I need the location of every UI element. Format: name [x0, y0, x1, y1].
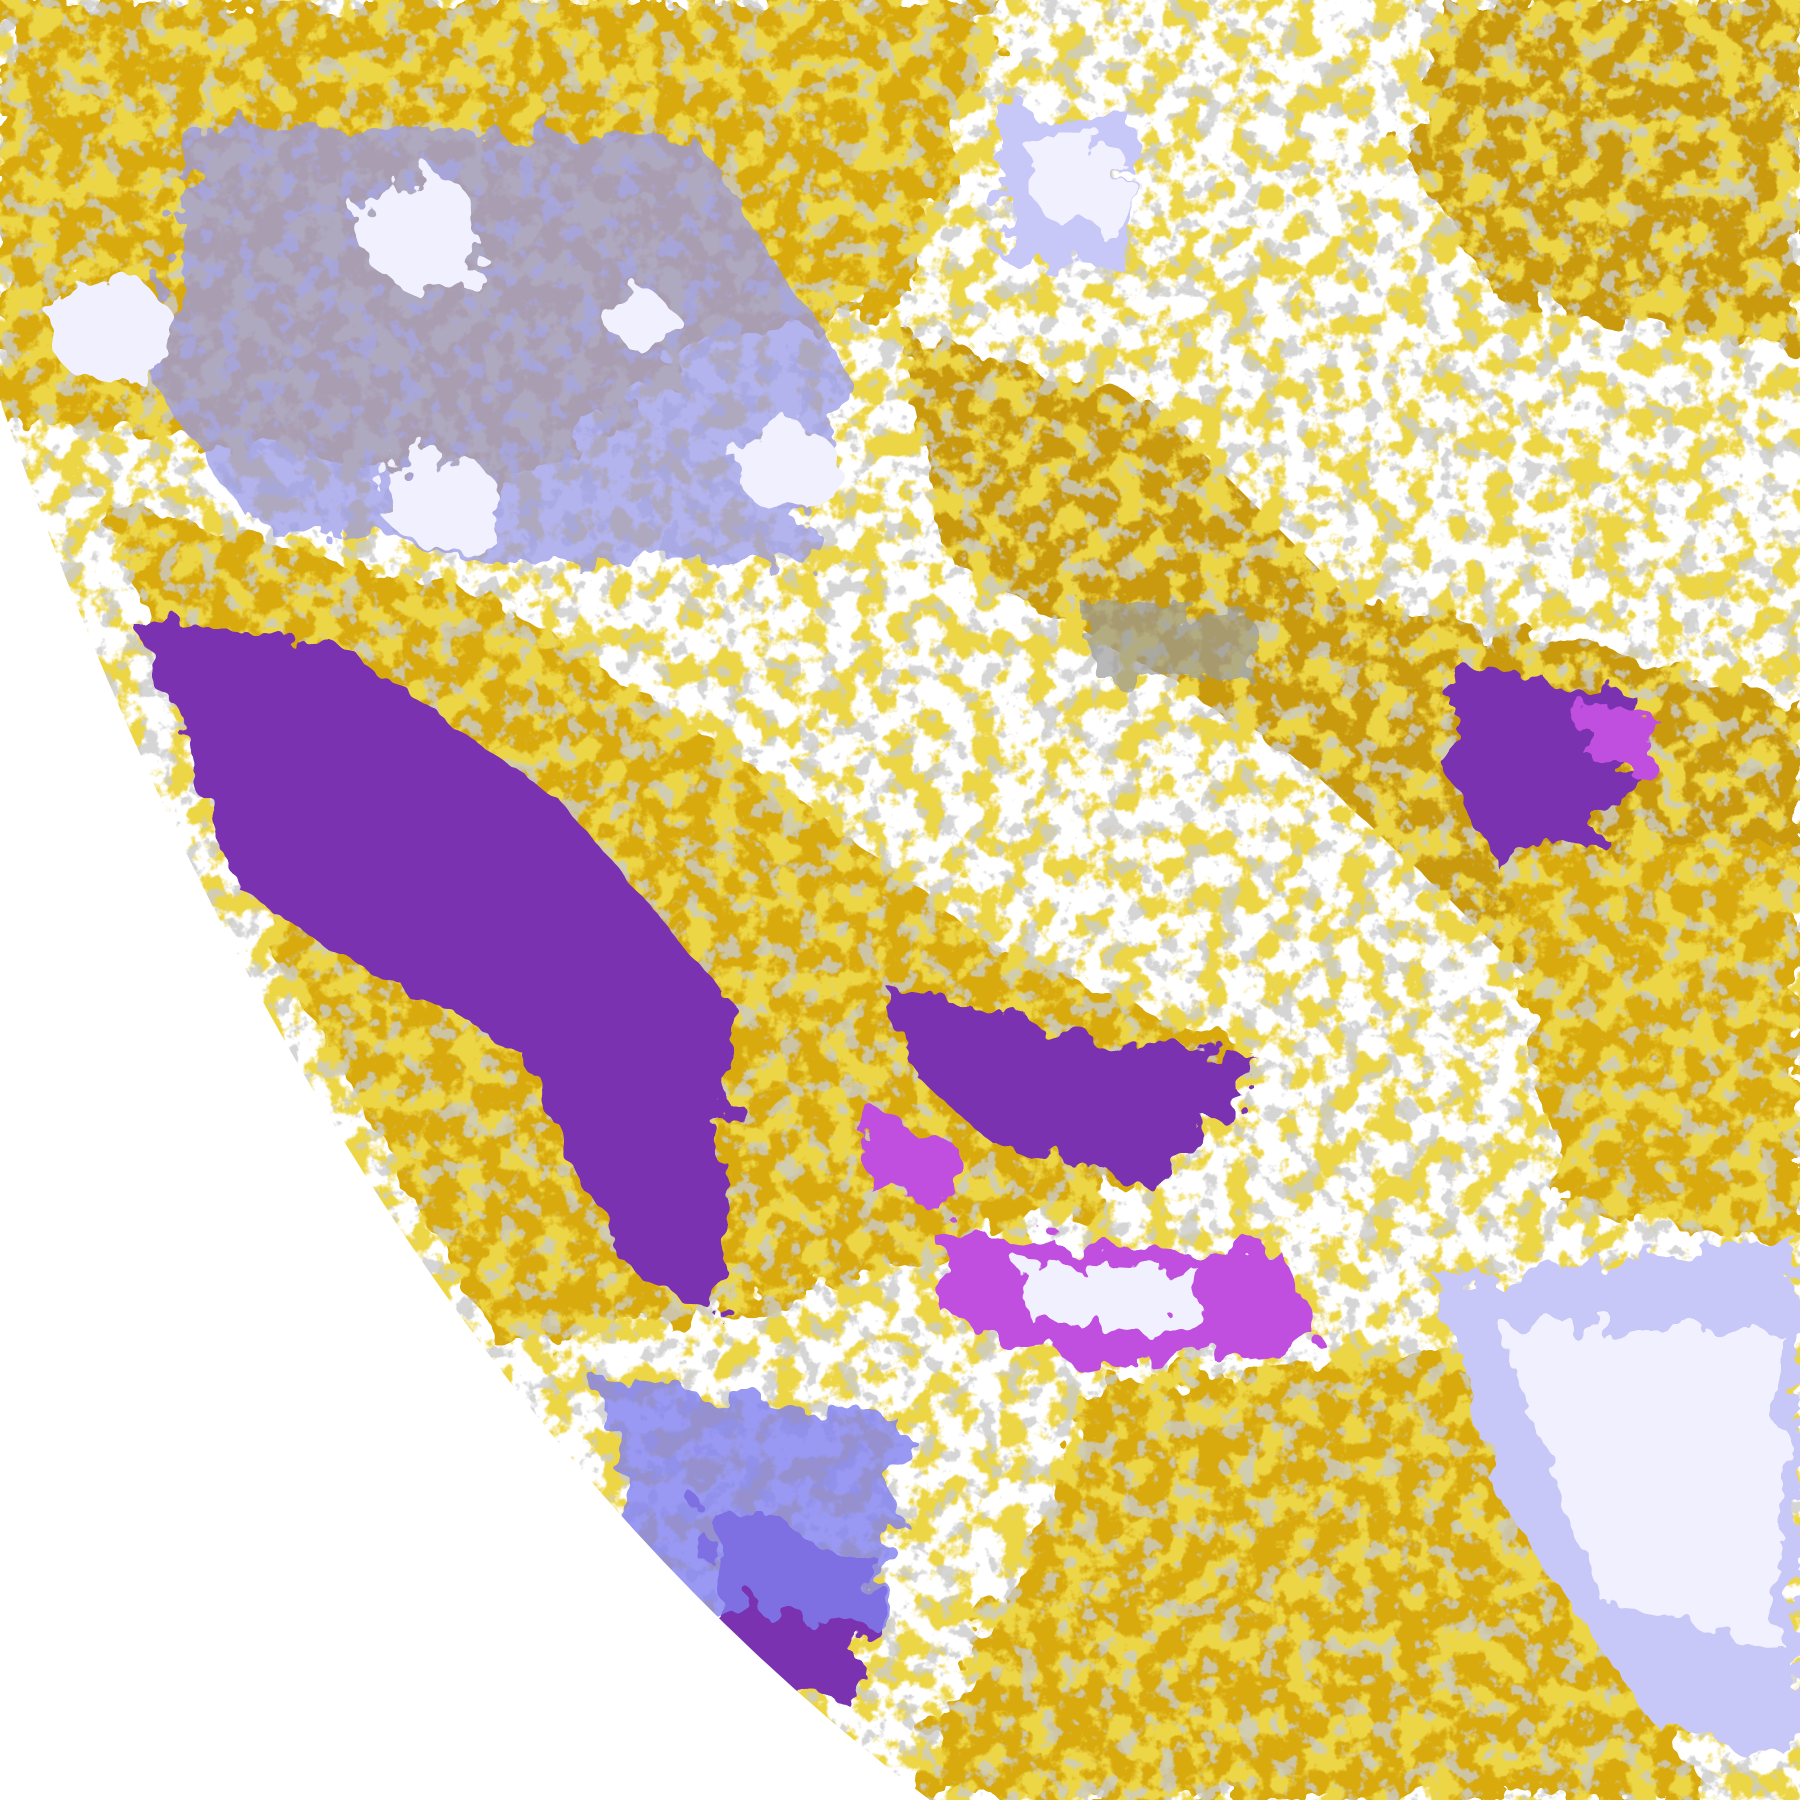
bright-cloud-cores — [50, 130, 1130, 545]
high-cloud-regions — [150, 110, 1800, 1760]
